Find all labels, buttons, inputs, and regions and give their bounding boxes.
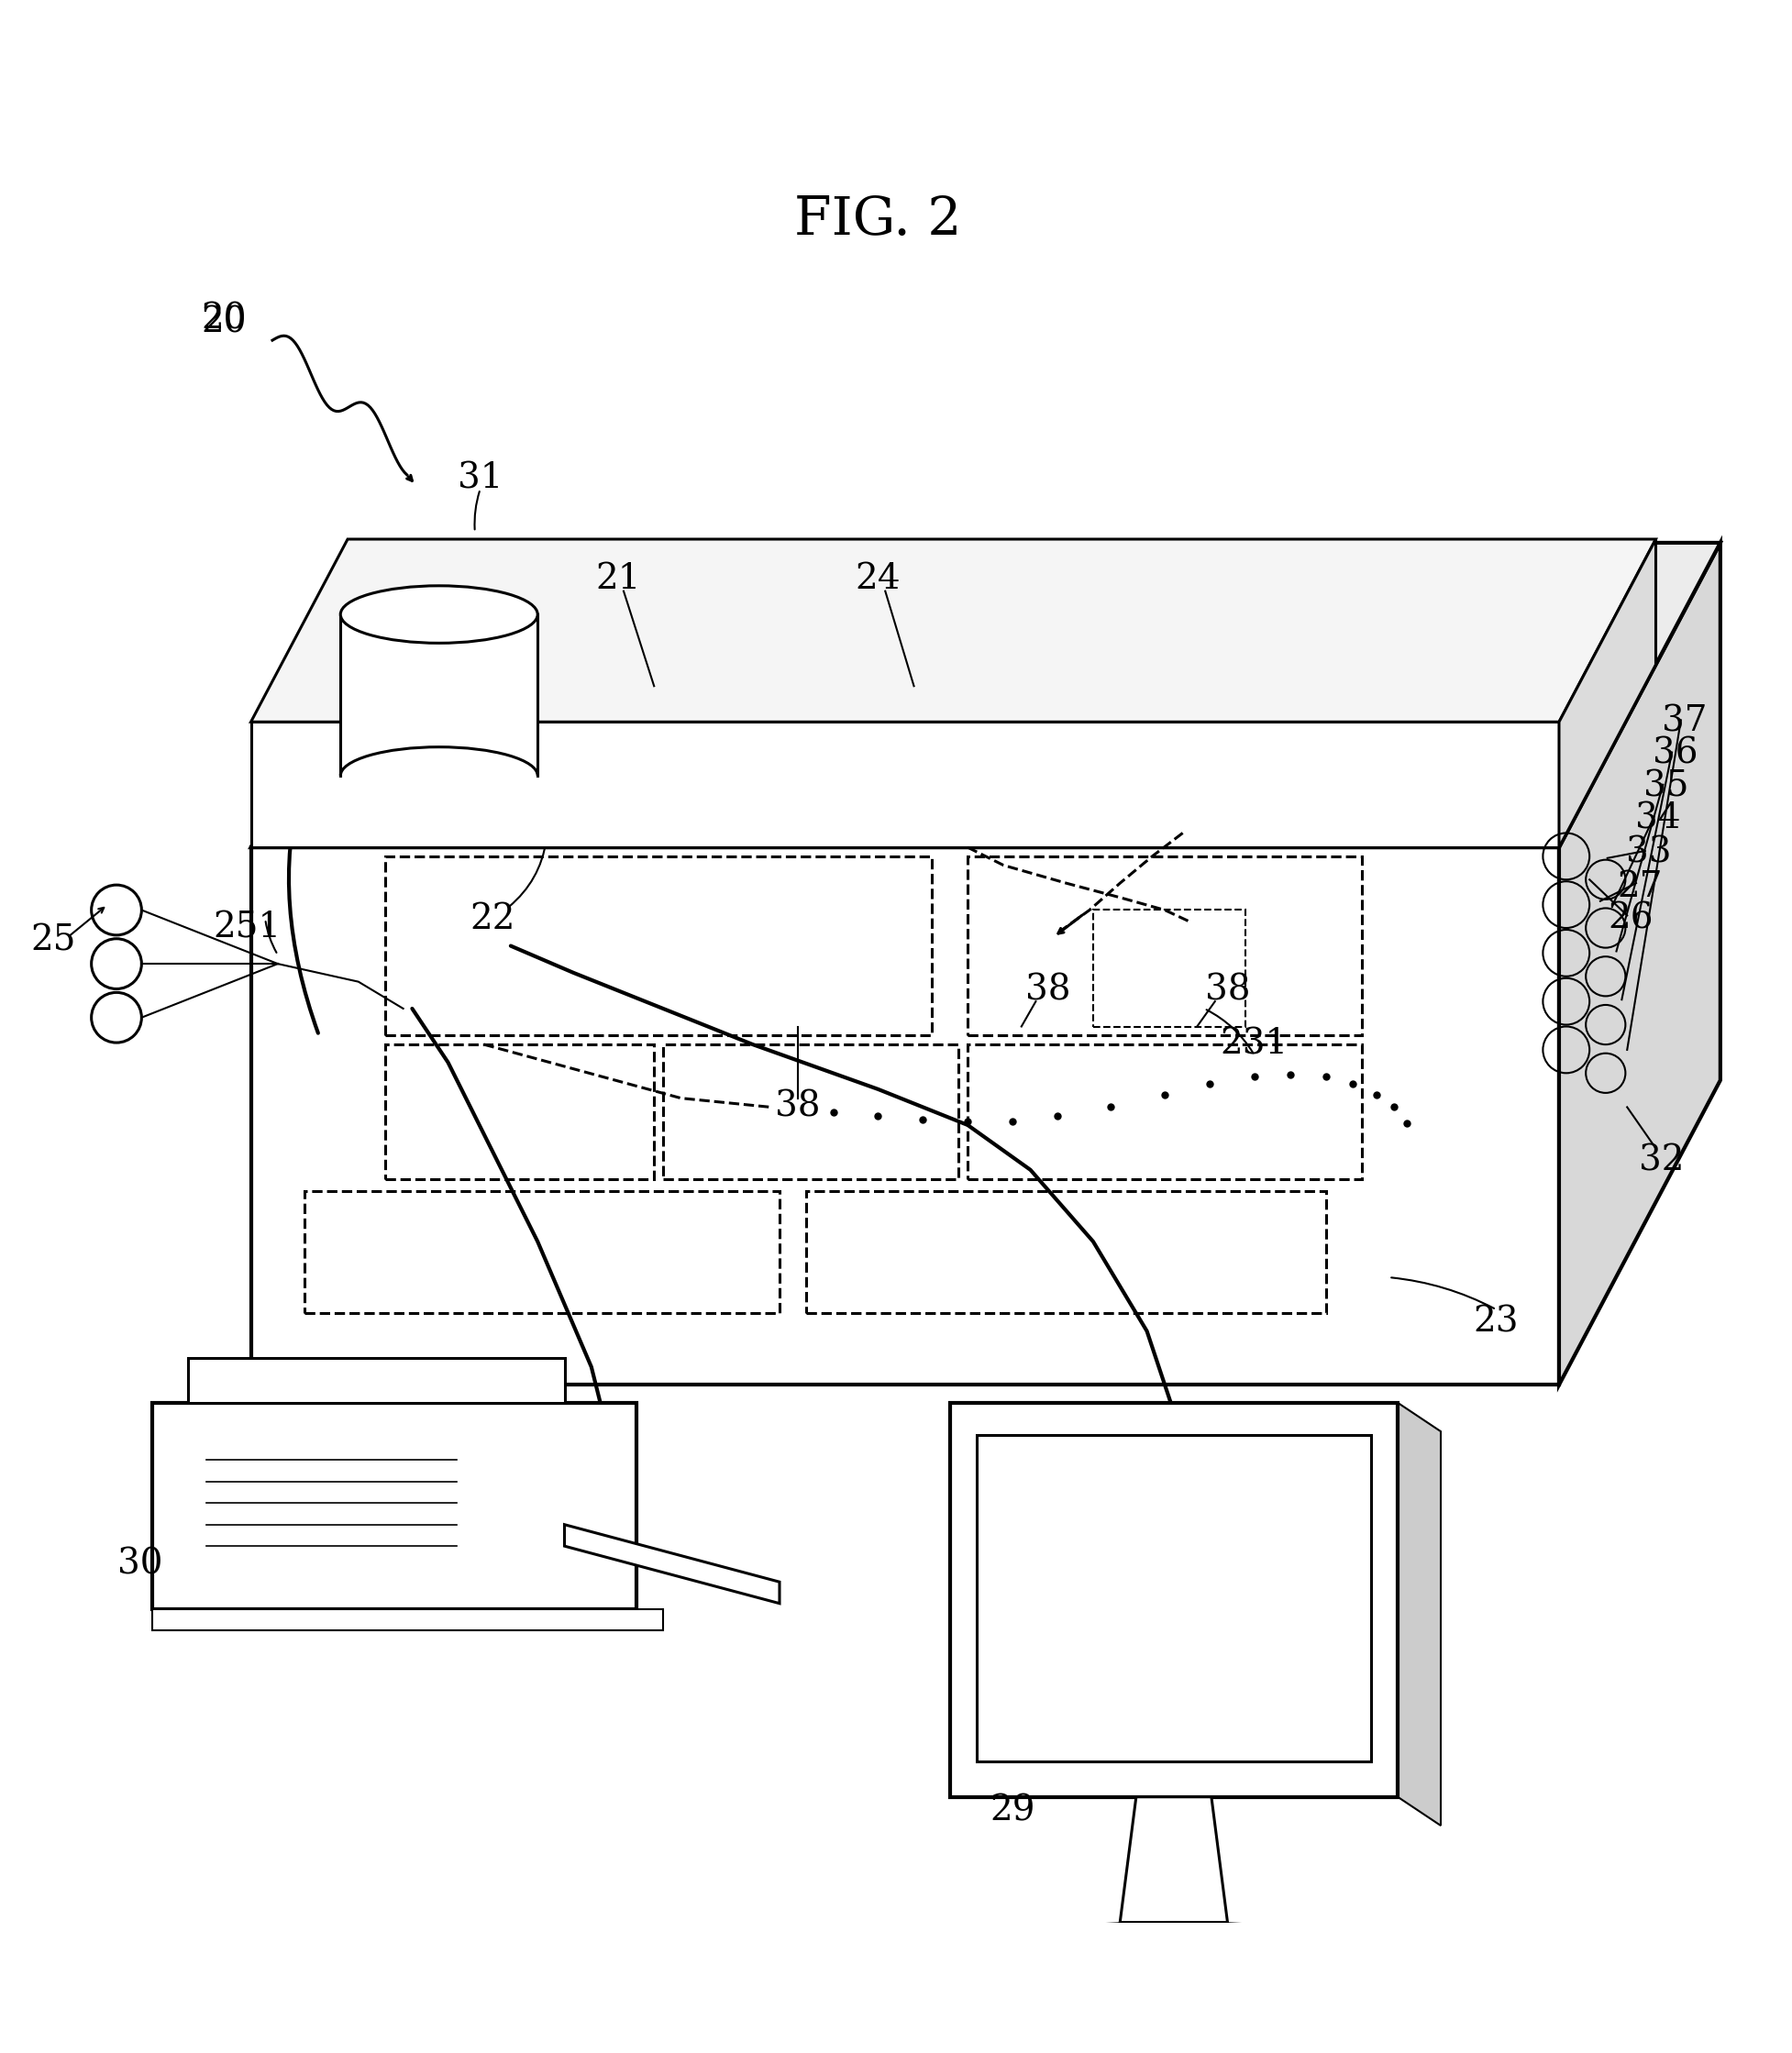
- Text: 35: 35: [1643, 770, 1690, 803]
- Text: 34: 34: [1634, 803, 1681, 836]
- Text: 30: 30: [116, 1548, 163, 1581]
- Bar: [385, 856, 932, 1035]
- Polygon shape: [251, 542, 1720, 848]
- Text: 38: 38: [774, 1090, 821, 1125]
- Text: 31: 31: [457, 462, 504, 495]
- Polygon shape: [1559, 542, 1720, 1386]
- Text: 38: 38: [1204, 973, 1251, 1008]
- Text: 25: 25: [30, 924, 77, 957]
- Text: 20: 20: [201, 306, 247, 339]
- Bar: [1093, 909, 1245, 1026]
- Text: 36: 36: [1652, 737, 1699, 772]
- Text: 23: 23: [1473, 1306, 1520, 1339]
- Text: 29: 29: [989, 1794, 1036, 1829]
- Text: 27: 27: [1616, 870, 1663, 903]
- Ellipse shape: [340, 585, 538, 643]
- Bar: [305, 1191, 780, 1314]
- Text: 21: 21: [595, 563, 642, 595]
- Bar: [968, 856, 1362, 1035]
- Bar: [188, 1357, 564, 1402]
- Text: 20: 20: [201, 302, 247, 337]
- Text: 22: 22: [470, 901, 516, 936]
- Bar: [950, 1402, 1398, 1796]
- Text: 24: 24: [855, 563, 901, 595]
- Text: 231: 231: [1220, 1026, 1288, 1061]
- Text: FIG. 2: FIG. 2: [794, 195, 962, 246]
- Polygon shape: [251, 723, 1559, 848]
- Text: 32: 32: [1638, 1144, 1684, 1178]
- Polygon shape: [564, 1525, 780, 1603]
- Bar: [152, 1402, 636, 1610]
- Bar: [385, 1045, 654, 1178]
- Polygon shape: [251, 848, 1559, 1386]
- Bar: [968, 1045, 1362, 1178]
- Polygon shape: [1559, 540, 1656, 848]
- Polygon shape: [1398, 1402, 1441, 1825]
- Bar: [977, 1435, 1371, 1761]
- Bar: [806, 1191, 1326, 1314]
- Bar: [152, 1610, 663, 1630]
- Bar: [663, 1045, 959, 1178]
- Polygon shape: [251, 540, 1656, 723]
- Text: 251: 251: [213, 912, 281, 944]
- Text: 33: 33: [1625, 836, 1672, 870]
- Polygon shape: [1120, 1796, 1228, 1922]
- Text: 37: 37: [1661, 704, 1708, 739]
- Text: 26: 26: [1607, 901, 1654, 936]
- Bar: [340, 614, 538, 776]
- Ellipse shape: [959, 1922, 1389, 1993]
- Text: 38: 38: [1025, 973, 1072, 1008]
